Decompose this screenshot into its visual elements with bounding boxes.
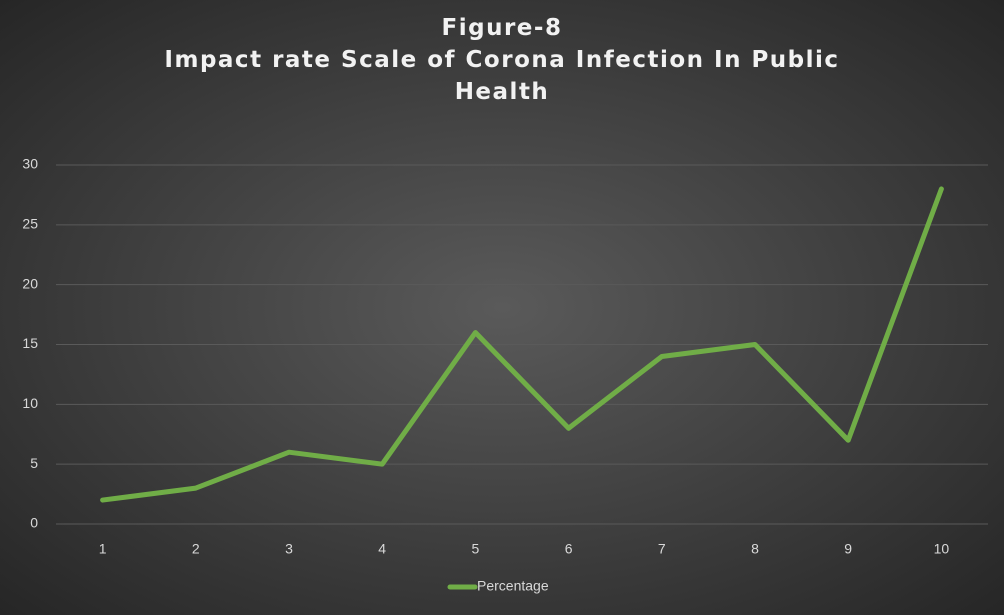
- x-tick-label: 10: [934, 541, 950, 557]
- chart-title: Figure-8: [441, 15, 563, 41]
- x-tick-label: 2: [192, 541, 200, 557]
- y-tick-label: 15: [22, 335, 38, 351]
- legend-label: Percentage: [477, 578, 549, 594]
- y-tick-label: 10: [22, 395, 38, 411]
- chart-subtitle: Impact rate Scale of Corona Infection In…: [164, 47, 840, 105]
- x-tick-label: 9: [844, 541, 852, 557]
- x-tick-label: 1: [99, 541, 107, 557]
- y-tick-label: 25: [22, 216, 38, 232]
- x-tick-label: 7: [658, 541, 666, 557]
- y-tick-label: 0: [30, 515, 38, 531]
- data-line: [100, 186, 944, 503]
- titles: Figure-8 Impact rate Scale of Corona Inf…: [142, 12, 862, 108]
- x-tick-label: 5: [472, 541, 480, 557]
- x-tick-label: 4: [378, 541, 386, 557]
- y-tick-label: 20: [22, 275, 38, 291]
- x-tick-label: 8: [751, 541, 759, 557]
- x-tick-label: 6: [565, 541, 573, 557]
- y-tick-label: 5: [30, 455, 38, 471]
- y-tick-label: 30: [22, 156, 38, 172]
- x-tick-label: 3: [285, 541, 293, 557]
